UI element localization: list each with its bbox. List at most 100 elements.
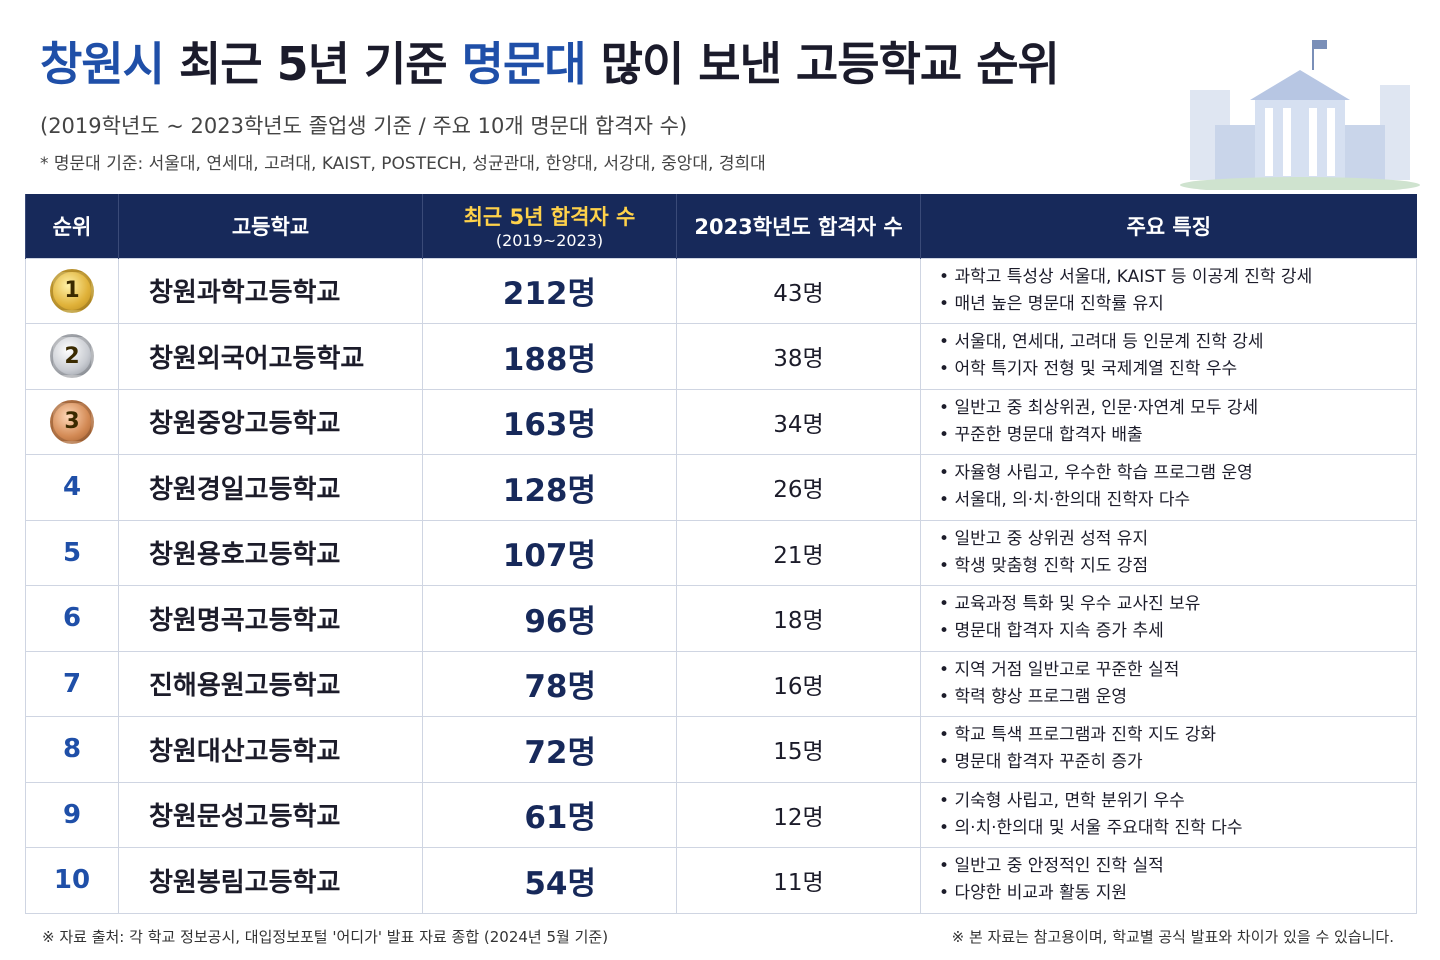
school-name: 진해용원고등학교 [118, 650, 423, 717]
feature-text: 기숙형 사립고, 면학 분위기 우수 [954, 790, 1185, 811]
rank-cell: 4 [25, 454, 119, 521]
column-header: 순위 [25, 194, 119, 258]
recent-admits: 18명 [676, 585, 921, 652]
recent-admits: 38명 [676, 323, 921, 390]
building-illustration [1180, 40, 1420, 190]
rank-cell: 1 [25, 257, 119, 324]
school-name: 창원경일고등학교 [118, 454, 423, 521]
feature-text: 의·치·한의대 및 서울 주요대학 진학 다수 [954, 817, 1243, 838]
table-row: 3 창원중앙고등학교 163명 34명 • 일반고 중 최상위권, 인문·자연계 모두 … [25, 388, 1417, 455]
table-row: 10 창원봉림고등학교 54명 11명 • 일반고 중 안정적인 진학 실적 • 다양한 … [25, 847, 1417, 914]
total-admits: 128명 [422, 454, 677, 521]
table-row: 6 창원명곡고등학교 96명 18명 • 교육과정 특화 및 우수 교사진 보유 • 명문… [25, 585, 1417, 652]
features: • 일반고 중 최상위권, 인문·자연계 모두 강세 • 꾸준한 명문대 합격자 … [920, 388, 1417, 455]
feature-item: • 지역 거점 일반고로 꾸준한 실적 [939, 659, 1180, 680]
feature-text: 일반고 중 안정적인 진학 실적 [954, 856, 1164, 877]
feature-item: • 일반고 중 최상위권, 인문·자연계 모두 강세 [939, 397, 1259, 418]
feature-item: • 교육과정 특화 및 우수 교사진 보유 [939, 594, 1201, 615]
table-row: 1 창원과학고등학교 212명 43명 • 과학고 특성상 서울대, KAIST 등 이… [25, 257, 1417, 324]
title-part: 창원시 [40, 37, 165, 91]
total-admits: 61명 [422, 781, 677, 848]
table-row: 8 창원대산고등학교 72명 15명 • 학교 특색 프로그램과 진학 지도 강화 • 명… [25, 716, 1417, 783]
feature-item: • 어학 특기자 전형 및 국제계열 진학 우수 [939, 359, 1238, 380]
column-header-text: 최근 5년 합격자 수 [463, 205, 636, 230]
features: • 학교 특색 프로그램과 진학 지도 강화 • 명문대 합격자 꾸준히 증가 [920, 716, 1417, 783]
school-name: 창원중앙고등학교 [118, 388, 423, 455]
recent-admits: 11명 [676, 847, 921, 914]
recent-admits: 15명 [676, 716, 921, 783]
feature-item: • 일반고 중 안정적인 진학 실적 [939, 856, 1164, 877]
column-header: 고등학교 [118, 194, 423, 258]
disclaimer: ※ 본 자료는 참고용이며, 학교별 공식 발표와 차이가 있을 수 있습니다. [951, 928, 1394, 946]
feature-text: 서울대, 의·치·한의대 진학자 다수 [954, 490, 1191, 511]
feature-text: 자율형 사립고, 우수한 학습 프로그램 운영 [954, 463, 1253, 484]
ranking-table: 순위 고등학교 최근 5년 합격자 수 (2019~2023) 2023학년도 합격자 … [25, 194, 1417, 914]
feature-text: 교육과정 특화 및 우수 교사진 보유 [954, 594, 1201, 615]
rank-cell: 9 [25, 781, 119, 848]
feature-text: 서울대, 연세대, 고려대 등 인문계 진학 강세 [954, 332, 1264, 353]
feature-text: 일반고 중 상위권 성적 유지 [954, 528, 1149, 549]
total-admits: 78명 [422, 650, 677, 717]
medal: 3 [50, 399, 94, 444]
feature-item: • 매년 높은 명문대 진학률 유지 [939, 293, 1164, 314]
feature-item: • 서울대, 의·치·한의대 진학자 다수 [939, 490, 1191, 511]
feature-item: • 학력 향상 프로그램 운영 [939, 686, 1128, 707]
feature-item: • 서울대, 연세대, 고려대 등 인문계 진학 강세 [939, 332, 1264, 353]
feature-text: 학생 맞춤형 진학 지도 강점 [954, 555, 1149, 576]
feature-item: • 학교 특색 프로그램과 진학 지도 강화 [939, 725, 1217, 746]
column-header-sub: (2019~2023) [495, 231, 604, 251]
total-admits: 188명 [422, 323, 677, 390]
school-name: 창원과학고등학교 [118, 257, 423, 324]
feature-item: • 과학고 특성상 서울대, KAIST 등 이공계 진학 강세 [939, 266, 1313, 287]
total-admits: 212명 [422, 257, 677, 324]
feature-text: 지역 거점 일반고로 꾸준한 실적 [954, 659, 1180, 680]
rank-cell: 8 [25, 716, 119, 783]
table-row: 7 진해용원고등학교 78명 16명 • 지역 거점 일반고로 꾸준한 실적 • 학력 향… [25, 650, 1417, 717]
rank-cell: 6 [25, 585, 119, 652]
feature-text: 명문대 합격자 지속 증가 추세 [954, 621, 1164, 642]
column-header: 2023학년도 합격자 수 [676, 194, 921, 258]
recent-admits: 16명 [676, 650, 921, 717]
feature-item: • 명문대 합격자 꾸준히 증가 [939, 752, 1143, 773]
total-admits: 72명 [422, 716, 677, 783]
total-admits: 54명 [422, 847, 677, 914]
school-name: 창원봉림고등학교 [118, 847, 423, 914]
feature-item: • 기숙형 사립고, 면학 분위기 우수 [939, 790, 1185, 811]
school-name: 창원명곡고등학교 [118, 585, 423, 652]
rank-cell: 10 [25, 847, 119, 914]
features: • 일반고 중 안정적인 진학 실적 • 다양한 비교과 활동 지원 [920, 847, 1417, 914]
title-part: 명문대 [461, 37, 587, 91]
school-name: 창원대산고등학교 [118, 716, 423, 783]
table-body: 1 창원과학고등학교 212명 43명 • 과학고 특성상 서울대, KAIST 등 이… [25, 257, 1417, 914]
features: • 서울대, 연세대, 고려대 등 인문계 진학 강세 • 어학 특기자 전형 및… [920, 323, 1417, 390]
feature-item: • 일반고 중 상위권 성적 유지 [939, 528, 1149, 549]
column-header: 주요 특징 [920, 194, 1417, 258]
source: ※ 자료 출처: 각 학교 정보공시, 대입정보포털 '어디가' 발표 자료 종… [42, 928, 609, 946]
feature-text: 매년 높은 명문대 진학률 유지 [954, 293, 1164, 314]
feature-item: • 의·치·한의대 및 서울 주요대학 진학 다수 [939, 817, 1243, 838]
table-row: 9 창원문성고등학교 61명 12명 • 기숙형 사립고, 면학 분위기 우수 • 의·치… [25, 781, 1417, 848]
features: • 지역 거점 일반고로 꾸준한 실적 • 학력 향상 프로그램 운영 [920, 650, 1417, 717]
recent-admits: 21명 [676, 519, 921, 586]
table-row: 2 창원외국어고등학교 188명 38명 • 서울대, 연세대, 고려대 등 인문계 진… [25, 323, 1417, 390]
feature-item: • 학생 맞춤형 진학 지도 강점 [939, 555, 1149, 576]
medal: 2 [50, 334, 94, 379]
feature-text: 학교 특색 프로그램과 진학 지도 강화 [954, 725, 1217, 746]
rank-cell: 3 [25, 388, 119, 455]
total-admits: 107명 [422, 519, 677, 586]
column-header: 최근 5년 합격자 수 (2019~2023) [422, 194, 677, 258]
feature-item: • 다양한 비교과 활동 지원 [939, 883, 1128, 904]
subtitle: (2019학년도 ~ 2023학년도 졸업생 기준 / 주요 10개 명문대 합… [40, 114, 688, 138]
features: • 자율형 사립고, 우수한 학습 프로그램 운영 • 서울대, 의·치·한의대 … [920, 454, 1417, 521]
school-name: 창원문성고등학교 [118, 781, 423, 848]
feature-item: • 명문대 합격자 지속 증가 추세 [939, 621, 1164, 642]
rank-cell: 7 [25, 650, 119, 717]
rank-cell: 2 [25, 323, 119, 390]
feature-text: 다양한 비교과 활동 지원 [954, 883, 1128, 904]
feature-text: 학력 향상 프로그램 운영 [954, 686, 1128, 707]
rank-cell: 5 [25, 519, 119, 586]
feature-item: • 꾸준한 명문대 합격자 배출 [939, 424, 1143, 445]
recent-admits: 43명 [676, 257, 921, 324]
features: • 과학고 특성상 서울대, KAIST 등 이공계 진학 강세 • 매년 높은 … [920, 257, 1417, 324]
